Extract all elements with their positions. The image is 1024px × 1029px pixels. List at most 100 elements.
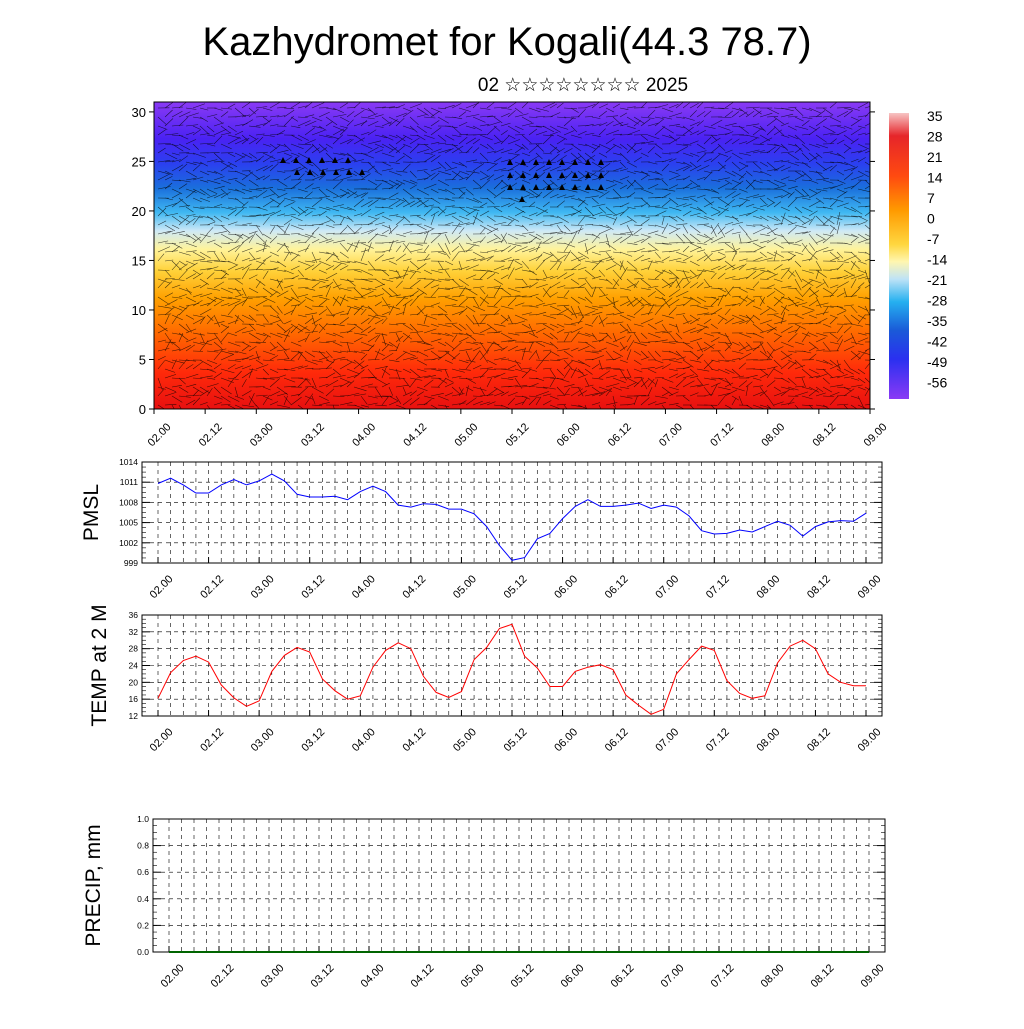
colorbar-label: -14 xyxy=(927,252,947,268)
x-tick-label: 08.00 xyxy=(759,421,787,449)
x-tick-label: 03.12 xyxy=(299,421,327,449)
x-tick-label: 02.00 xyxy=(146,421,174,449)
y-axis-label: TEMP at 2 M xyxy=(88,604,111,726)
x-tick-label: 07.12 xyxy=(704,573,732,601)
x-tick-label: 05.00 xyxy=(459,962,487,990)
x-tick-label: 02.00 xyxy=(148,726,176,754)
y-tick-label: 1002 xyxy=(119,538,138,548)
x-tick-label: 02.12 xyxy=(198,726,226,754)
x-tick-label: 02.00 xyxy=(148,573,176,601)
y-tick-label: 1.0 xyxy=(137,814,149,824)
grid xyxy=(142,615,882,716)
x-tick-label: 03.12 xyxy=(299,726,327,754)
x-tick-label: 03.00 xyxy=(259,962,287,990)
x-tick-label: 07.00 xyxy=(659,962,687,990)
x-tick-label: 08.00 xyxy=(754,573,782,601)
x-tick-label: 06.12 xyxy=(603,726,631,754)
x-tick-label: 06.12 xyxy=(606,421,634,449)
x-tick-label: 03.00 xyxy=(249,573,277,601)
x-tick-label: 04.12 xyxy=(409,962,437,990)
colorbar-label: 0 xyxy=(927,211,935,227)
x-tick-label: 04.00 xyxy=(359,962,387,990)
x-tick-label: 02.12 xyxy=(197,421,225,449)
x-tick-label: 04.00 xyxy=(350,726,378,754)
x-tick-label: 04.12 xyxy=(400,573,428,601)
y-tick-label: 36 xyxy=(129,610,139,620)
y-tick-label: 0.8 xyxy=(137,841,149,851)
x-tick-label: 04.00 xyxy=(350,421,378,449)
colorbar-label: -21 xyxy=(927,272,947,288)
colorbar-label: 35 xyxy=(927,108,943,124)
y-tick-label: 15 xyxy=(132,253,146,268)
y-tick-label: 999 xyxy=(124,558,138,568)
y-tick-label: 20 xyxy=(129,677,139,687)
y-tick-label: 28 xyxy=(129,644,139,654)
y-tick-label: 0.6 xyxy=(137,867,149,877)
colorbar-label: -35 xyxy=(927,313,947,329)
x-tick-label: 09.00 xyxy=(862,421,890,449)
y-axis-label: PMSL xyxy=(80,484,103,541)
x-tick-label: 05.12 xyxy=(502,573,530,601)
x-tick-label: 05.12 xyxy=(504,421,532,449)
y-axis-label: PRECIP, mm xyxy=(82,824,105,946)
x-tick-label: 02.12 xyxy=(198,573,226,601)
x-tick-label: 03.00 xyxy=(249,726,277,754)
heatmap-field xyxy=(154,102,870,409)
y-tick-label: 30 xyxy=(132,105,146,120)
temp-series-line xyxy=(158,624,866,714)
x-tick-label: 08.00 xyxy=(759,962,787,990)
y-tick-label: 32 xyxy=(129,627,139,637)
x-tick-label: 05.00 xyxy=(451,726,479,754)
x-tick-label: 03.12 xyxy=(299,573,327,601)
x-tick-label: 07.00 xyxy=(653,573,681,601)
y-tick-label: 16 xyxy=(129,694,139,704)
colorbar-label: -7 xyxy=(927,231,940,247)
y-tick-label: 1008 xyxy=(119,497,138,507)
y-tick-label: 20 xyxy=(132,204,146,219)
y-tick-label: 10 xyxy=(132,303,146,318)
x-tick-label: 03.00 xyxy=(248,421,276,449)
x-tick-label: 05.00 xyxy=(452,421,480,449)
x-tick-label: 02.12 xyxy=(209,962,237,990)
x-tick-label: 05.00 xyxy=(451,573,479,601)
page-title: Kazhydromet for Kogali(44.3 78.7) xyxy=(202,20,811,64)
x-tick-label: 04.12 xyxy=(401,421,429,449)
x-tick-label: 09.00 xyxy=(859,962,887,990)
y-tick-label: 0 xyxy=(139,402,146,417)
y-tick-label: 1011 xyxy=(120,477,139,487)
x-tick-label: 04.00 xyxy=(350,573,378,601)
x-tick-label: 03.12 xyxy=(309,962,337,990)
x-tick-label: 08.00 xyxy=(754,726,782,754)
x-tick-label: 08.12 xyxy=(805,726,833,754)
x-tick-label: 05.12 xyxy=(502,726,530,754)
x-tick-label: 06.00 xyxy=(552,573,580,601)
colorbar-label: 14 xyxy=(927,170,943,186)
grid xyxy=(153,819,885,952)
colorbar-label: -42 xyxy=(927,334,947,350)
y-tick-label: 0.0 xyxy=(137,947,149,957)
y-tick-label: 1005 xyxy=(119,518,138,528)
colorbar-label: -56 xyxy=(927,375,947,391)
colorbar-label: 28 xyxy=(927,129,943,145)
colorbar-label: -28 xyxy=(927,293,947,309)
precip-panel: 0.0 0.2 0.4 0.6 0.8 1.0 02.00 02.12 03.00 03.12 04… xyxy=(82,814,887,990)
colorbar-label: -49 xyxy=(927,354,947,370)
x-tick-label: 06.12 xyxy=(609,962,637,990)
x-tick-label: 06.00 xyxy=(555,421,583,449)
y-tick-label: 0.2 xyxy=(137,920,149,930)
x-tick-label: 07.12 xyxy=(709,962,737,990)
x-tick-label: 06.12 xyxy=(603,573,631,601)
x-tick-label: 06.00 xyxy=(559,962,587,990)
x-tick-label: 02.00 xyxy=(159,962,187,990)
x-tick-label: 06.00 xyxy=(552,726,580,754)
y-tick-label: 0.4 xyxy=(137,894,149,904)
x-tick-label: 08.12 xyxy=(809,962,837,990)
grid xyxy=(142,462,882,563)
y-tick-label: 12 xyxy=(129,711,139,721)
x-tick-label: 07.12 xyxy=(708,421,736,449)
